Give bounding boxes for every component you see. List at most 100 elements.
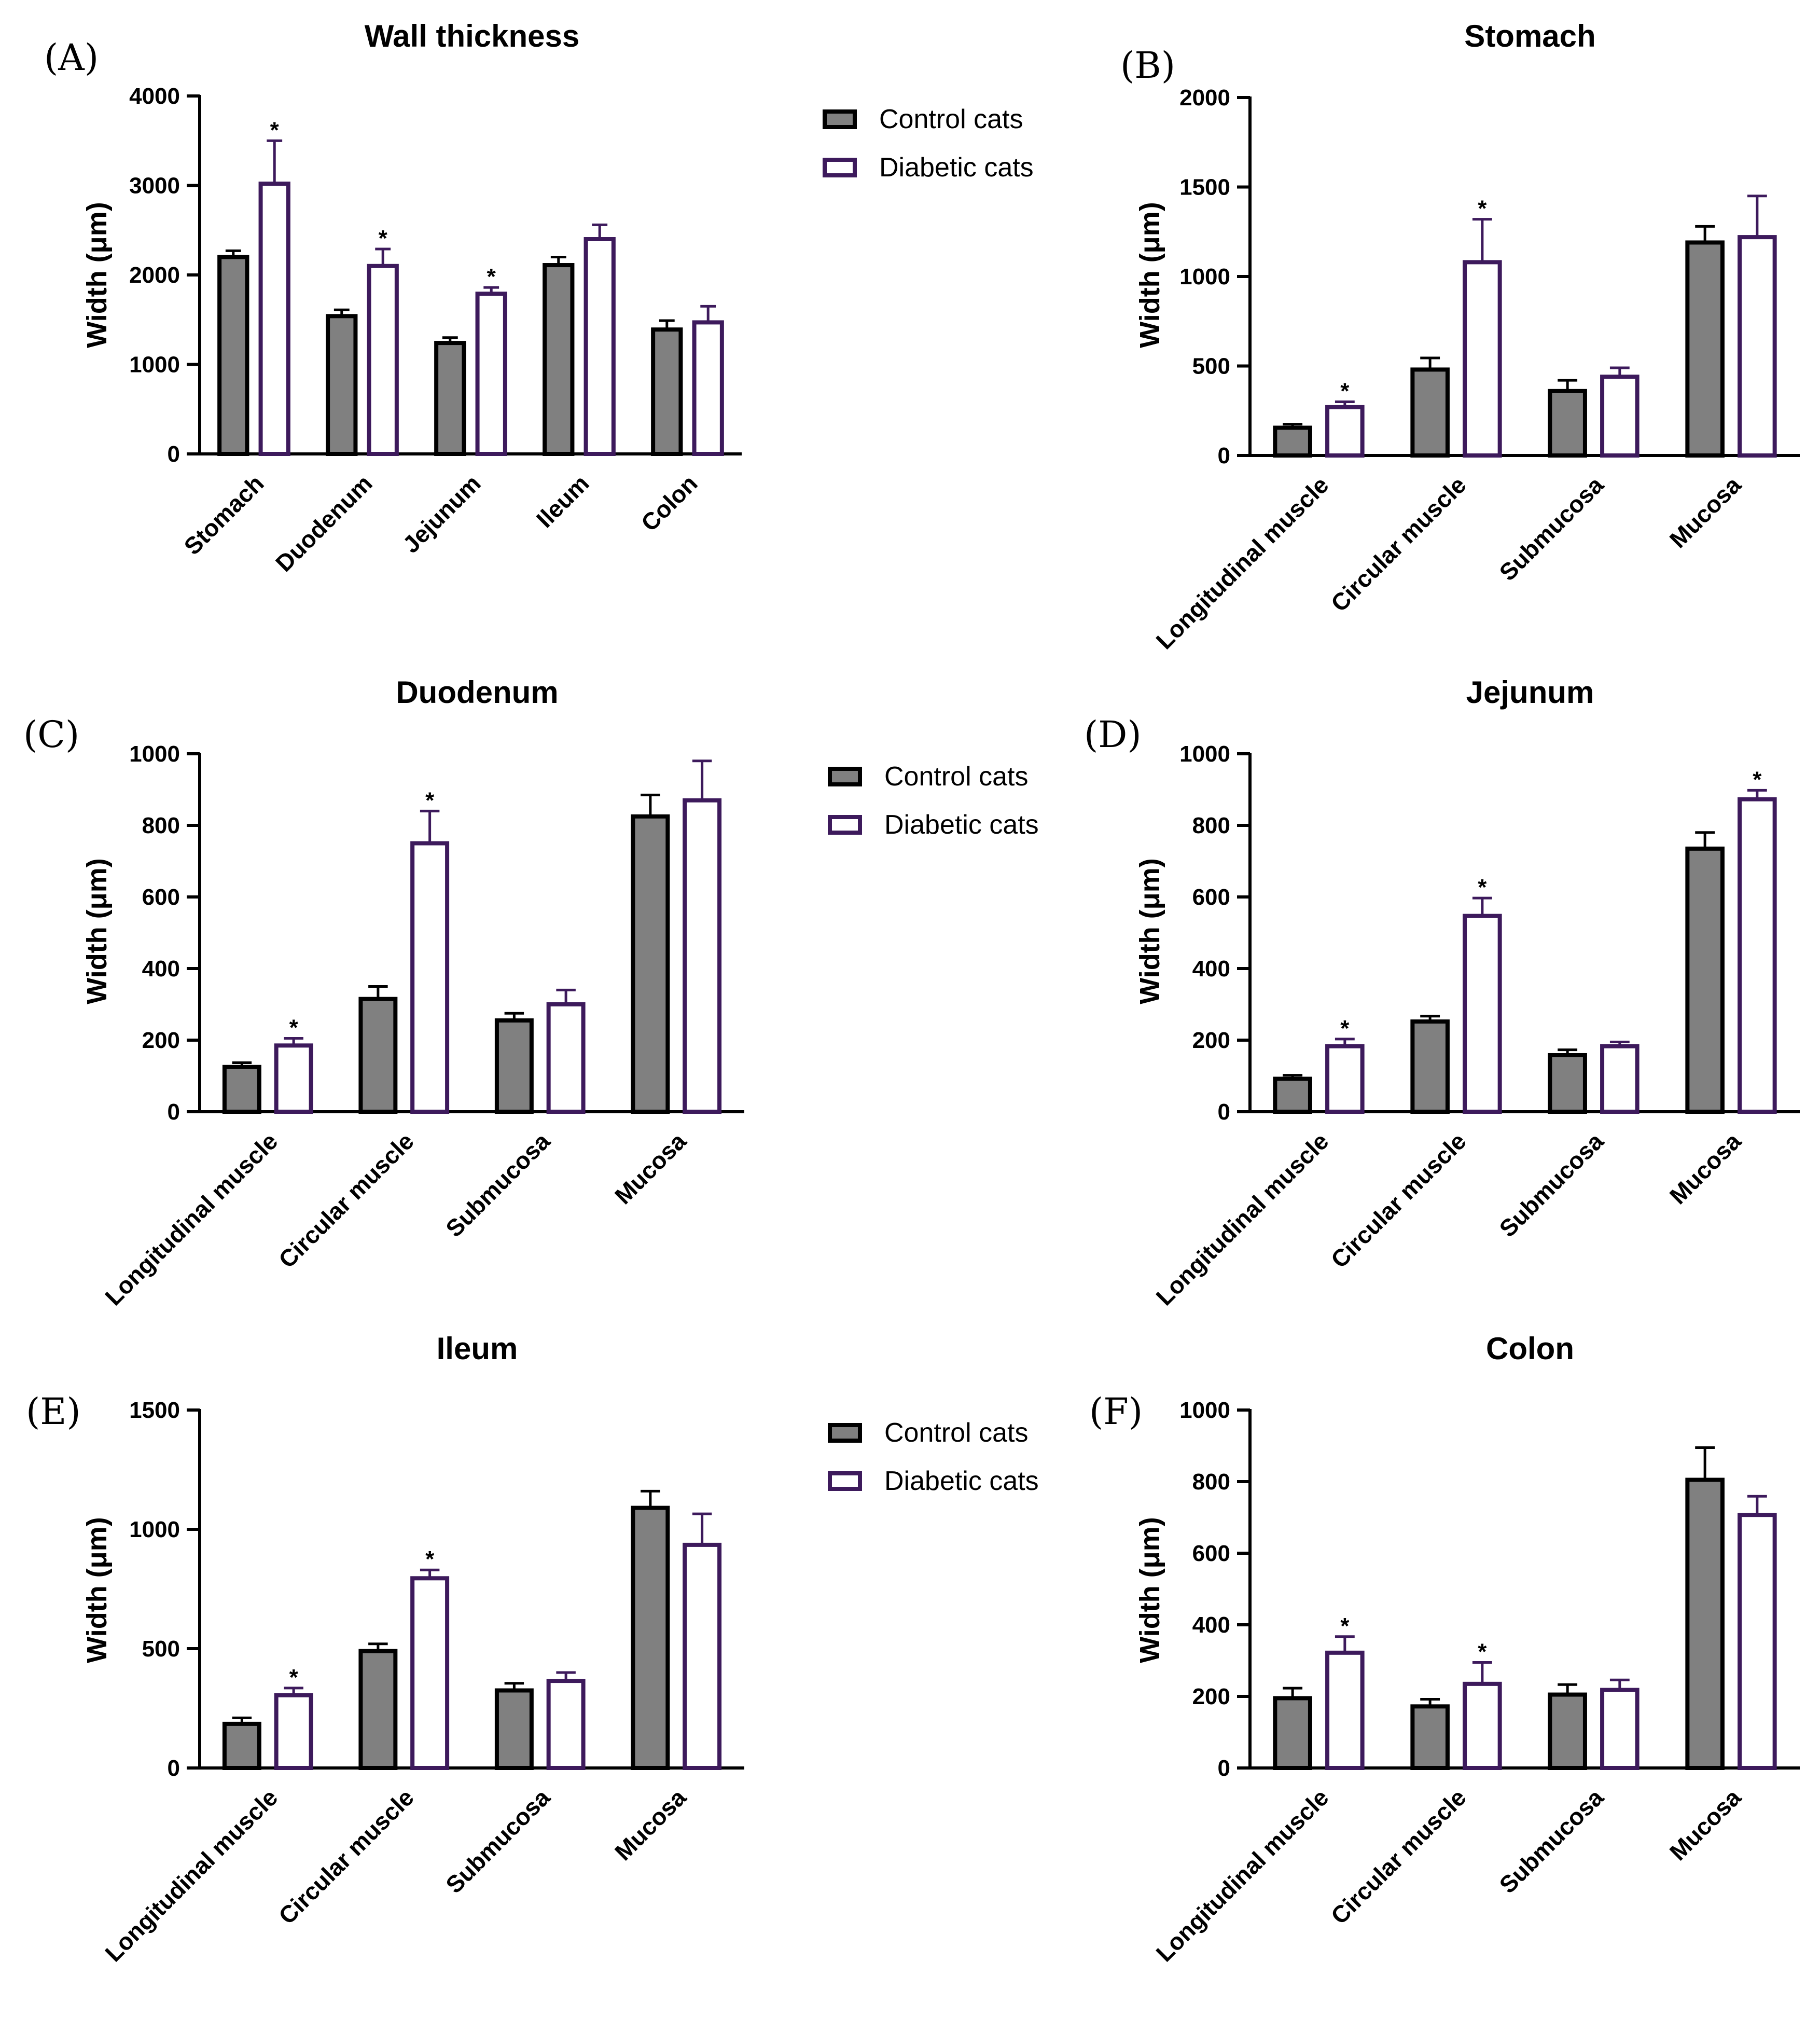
legend-label-control: Control cats [884,1418,1028,1448]
y-tick-label: 1000 [1179,741,1230,767]
chart-panel-d: (D) Jejunum Width (μm) 0 200 400 600 800 1000 * Lo… [1084,675,1800,1310]
y-tick-label: 1000 [129,741,180,767]
chart-title: Ileum [437,1331,518,1366]
y-tick-label: 0 [1218,443,1230,468]
y-tick-label: 2000 [129,262,180,288]
bar-control-longitudinal-muscle [222,1065,261,1114]
bar-control-longitudinal-muscle [1273,1076,1312,1114]
significance-star: * [1340,1016,1350,1041]
x-tick-label: Circular muscle [1326,1784,1471,1929]
chart-panel-c: (C) Duodenum Width (μm) 0 200 400 600 800 1000 * L… [23,675,744,1310]
y-tick-label: 800 [142,813,180,838]
x-tick-label: Longitudinal muscle [1151,1127,1334,1310]
x-tick-label: Submucosa [440,1784,555,1898]
bar-control-colon [651,327,683,456]
bar-control-jejunum [434,341,466,456]
bar-control-mucosa [1685,240,1725,458]
y-tick-label: 0 [168,1099,180,1125]
y-axis-label: Width (μm) [1134,858,1165,1004]
x-tick-label: Stomach [178,469,269,560]
x-tick-label: Mucosa [1664,1784,1746,1866]
legend-swatch-control [828,767,862,786]
significance-star: * [1340,1613,1350,1639]
bar-control-longitudinal-muscle [1273,1696,1312,1770]
y-tick-label: 800 [1192,1469,1230,1495]
bar-control-submucosa [1548,1692,1587,1771]
bar-diabetic-mucosa [1738,1513,1777,1770]
bar-control-longitudinal-muscle [222,1721,261,1770]
bar-diabetic-longitudinal-muscle [1325,405,1365,458]
bar-control-stomach [217,255,249,456]
bar-diabetic-circular-muscle [410,1576,450,1771]
bar-diabetic-submucosa [546,1679,586,1771]
legend-label-diabetic: Diabetic cats [884,810,1039,840]
bar-diabetic-duodenum [367,264,399,456]
chart-title: Colon [1486,1331,1574,1366]
x-tick-label: Submucosa [1494,1784,1608,1898]
bar-control-submucosa [1548,389,1587,458]
bar-control-circular-muscle [1410,1704,1450,1771]
chart-panel-b: (B) Stomach Width (μm) 0 500 1000 1500 2000 * Lon… [1120,19,1800,654]
panel-label: (B) [1120,44,1175,87]
bar-diabetic-longitudinal-muscle [274,1693,313,1770]
x-tick-label: Mucosa [609,1127,691,1209]
y-tick-label: 200 [1192,1684,1230,1709]
bar-control-mucosa [1685,846,1725,1114]
x-tick-label: Jejunum [397,469,486,558]
y-tick-label: 500 [1192,354,1230,379]
y-tick-label: 500 [142,1636,180,1662]
y-tick-label: 800 [1192,813,1230,838]
y-tick-label: 4000 [129,84,180,109]
y-tick-label: 400 [1192,956,1230,982]
chart-title: Stomach [1464,19,1595,53]
chart-panel-e: (E) Ileum Width (μm) 0 500 1000 1500 * Longitudi… [26,1331,744,1967]
bar-diabetic-circular-muscle [1463,914,1502,1114]
bar-control-circular-muscle [1410,1019,1450,1114]
bar-diabetic-circular-muscle [1463,1681,1502,1771]
significance-star: * [1340,379,1350,404]
significance-star: * [425,787,435,813]
y-tick-label: 0 [1218,1099,1230,1125]
legend-label-diabetic: Diabetic cats [879,153,1034,183]
y-tick-label: 1500 [1179,175,1230,200]
legend-swatch-diabetic [823,158,857,177]
significance-star: * [1753,767,1762,792]
legend-swatch-diabetic [828,1471,862,1491]
bar-diabetic-submucosa [1600,1688,1640,1771]
chart-panel-a: (A) Wall thickness Width (μm) 0 1000 2000 3000… [44,19,742,577]
bar-diabetic-circular-muscle [410,841,450,1114]
x-tick-label: Mucosa [1664,1127,1746,1209]
bar-diabetic-mucosa [683,798,722,1114]
panel-label: (D) [1084,713,1142,756]
y-tick-label: 0 [1218,1756,1230,1781]
bar-control-longitudinal-muscle [1273,425,1312,458]
legend-1: Control cats Diabetic cats [823,104,1034,183]
x-tick-label: Circular muscle [1326,471,1471,617]
significance-star: * [1478,196,1487,222]
x-tick-label: Longitudinal muscle [100,1784,283,1967]
bar-control-ileum [543,263,575,456]
bar-control-mucosa [631,1505,670,1771]
x-tick-label: Submucosa [1494,471,1608,586]
bar-control-circular-muscle [1410,367,1450,458]
bar-diabetic-longitudinal-muscle [1325,1044,1365,1114]
bar-diabetic-mucosa [1738,797,1777,1114]
bar-diabetic-submucosa [1600,375,1640,458]
legend-label-control: Control cats [884,762,1028,792]
significance-star: * [270,117,280,143]
x-tick-label: Circular muscle [1326,1127,1471,1273]
y-axis-label: Width (μm) [81,858,113,1004]
bar-control-submucosa [494,1688,534,1770]
bar-diabetic-mucosa [683,1542,722,1770]
legend-swatch-control [823,109,857,129]
chart-title: Jejunum [1466,675,1594,710]
y-tick-label: 1000 [129,1517,180,1542]
legend-label-diabetic: Diabetic cats [884,1466,1039,1496]
bar-diabetic-ileum [583,237,616,456]
y-tick-label: 400 [1192,1612,1230,1638]
significance-star: * [289,1665,299,1690]
y-tick-label: 200 [1192,1028,1230,1053]
chart-title: Wall thickness [365,19,580,53]
y-tick-label: 400 [142,956,180,982]
